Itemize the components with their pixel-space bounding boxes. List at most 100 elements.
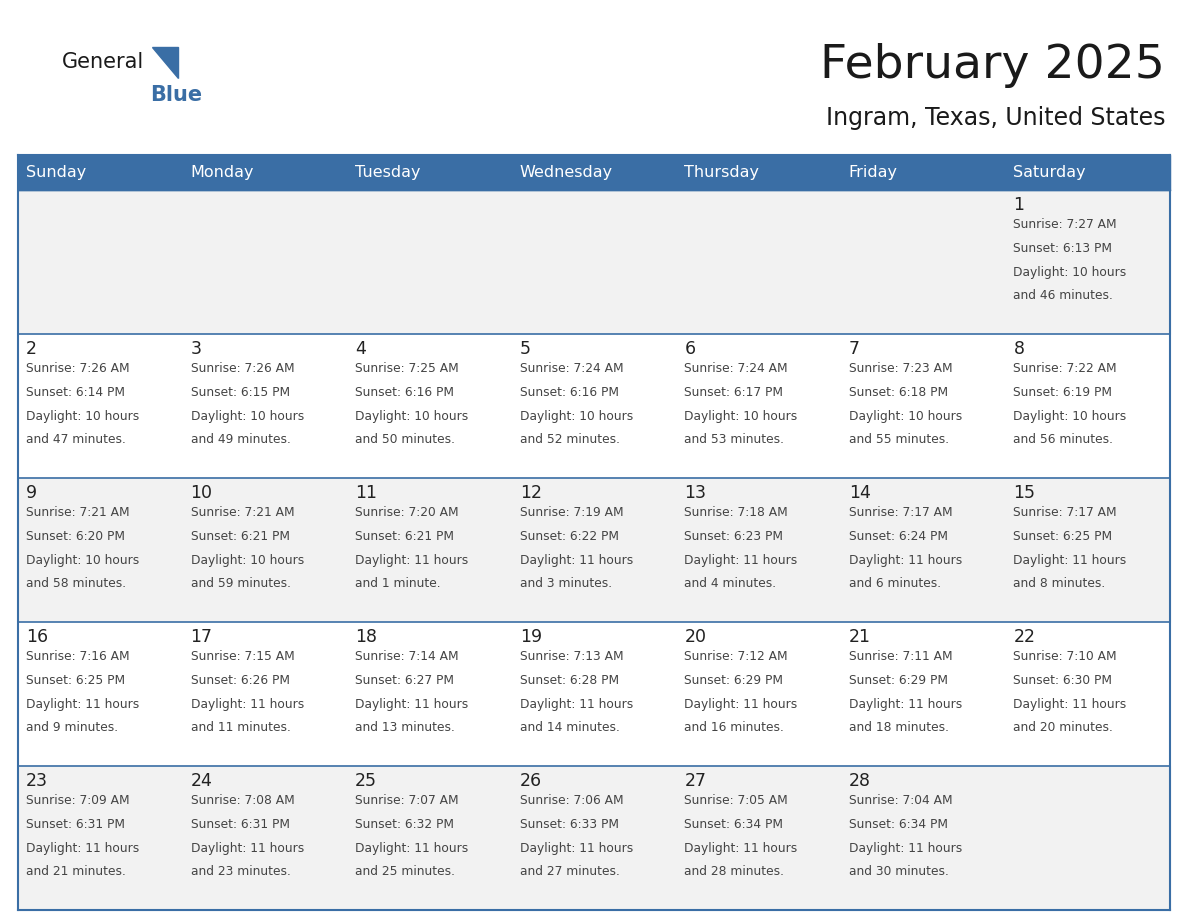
Text: Ingram, Texas, United States: Ingram, Texas, United States <box>826 106 1165 130</box>
Text: and 27 minutes.: and 27 minutes. <box>519 866 620 879</box>
Text: and 46 minutes.: and 46 minutes. <box>1013 289 1113 302</box>
Text: Daylight: 11 hours: Daylight: 11 hours <box>26 842 139 855</box>
Text: Sunrise: 7:27 AM: Sunrise: 7:27 AM <box>1013 218 1117 231</box>
Text: Daylight: 11 hours: Daylight: 11 hours <box>1013 554 1126 566</box>
Text: Sunset: 6:15 PM: Sunset: 6:15 PM <box>190 386 290 398</box>
Text: and 30 minutes.: and 30 minutes. <box>849 866 949 879</box>
Text: Daylight: 10 hours: Daylight: 10 hours <box>26 409 139 422</box>
Text: Daylight: 10 hours: Daylight: 10 hours <box>26 554 139 566</box>
Text: Sunset: 6:13 PM: Sunset: 6:13 PM <box>1013 241 1112 255</box>
Text: Sunrise: 7:23 AM: Sunrise: 7:23 AM <box>849 362 953 375</box>
Text: Blue: Blue <box>150 85 202 105</box>
Text: and 28 minutes.: and 28 minutes. <box>684 866 784 879</box>
Text: Sunrise: 7:24 AM: Sunrise: 7:24 AM <box>684 362 788 375</box>
Text: Daylight: 10 hours: Daylight: 10 hours <box>519 409 633 422</box>
Text: Sunset: 6:20 PM: Sunset: 6:20 PM <box>26 530 125 543</box>
Text: Daylight: 11 hours: Daylight: 11 hours <box>519 698 633 711</box>
Text: Daylight: 10 hours: Daylight: 10 hours <box>849 409 962 422</box>
Text: and 13 minutes.: and 13 minutes. <box>355 722 455 734</box>
Text: Daylight: 11 hours: Daylight: 11 hours <box>684 554 797 566</box>
Text: Sunrise: 7:14 AM: Sunrise: 7:14 AM <box>355 650 459 663</box>
Text: Sunrise: 7:04 AM: Sunrise: 7:04 AM <box>849 794 953 807</box>
Text: and 55 minutes.: and 55 minutes. <box>849 433 949 446</box>
Text: Daylight: 11 hours: Daylight: 11 hours <box>684 698 797 711</box>
Text: 19: 19 <box>519 628 542 646</box>
Text: 16: 16 <box>26 628 49 646</box>
Text: 4: 4 <box>355 340 366 358</box>
Text: 17: 17 <box>190 628 213 646</box>
Text: 25: 25 <box>355 772 377 790</box>
Text: and 20 minutes.: and 20 minutes. <box>1013 722 1113 734</box>
Text: Daylight: 10 hours: Daylight: 10 hours <box>684 409 797 422</box>
Text: Sunset: 6:25 PM: Sunset: 6:25 PM <box>1013 530 1112 543</box>
Text: Sunset: 6:21 PM: Sunset: 6:21 PM <box>190 530 290 543</box>
Text: and 8 minutes.: and 8 minutes. <box>1013 577 1106 590</box>
Text: Sunset: 6:30 PM: Sunset: 6:30 PM <box>1013 674 1112 687</box>
Text: Sunrise: 7:20 AM: Sunrise: 7:20 AM <box>355 506 459 519</box>
Text: Tuesday: Tuesday <box>355 165 421 180</box>
Text: and 4 minutes.: and 4 minutes. <box>684 577 777 590</box>
Text: Sunset: 6:25 PM: Sunset: 6:25 PM <box>26 674 125 687</box>
Text: Sunset: 6:29 PM: Sunset: 6:29 PM <box>684 674 783 687</box>
Text: Sunrise: 7:10 AM: Sunrise: 7:10 AM <box>1013 650 1117 663</box>
Text: Daylight: 11 hours: Daylight: 11 hours <box>190 698 304 711</box>
Text: and 9 minutes.: and 9 minutes. <box>26 722 118 734</box>
Text: 2: 2 <box>26 340 37 358</box>
Text: and 3 minutes.: and 3 minutes. <box>519 577 612 590</box>
Text: 11: 11 <box>355 484 377 502</box>
Text: Sunrise: 7:17 AM: Sunrise: 7:17 AM <box>849 506 953 519</box>
Text: 20: 20 <box>684 628 707 646</box>
Text: 14: 14 <box>849 484 871 502</box>
Text: Sunset: 6:33 PM: Sunset: 6:33 PM <box>519 818 619 831</box>
Text: Daylight: 11 hours: Daylight: 11 hours <box>684 842 797 855</box>
Bar <box>18 155 1170 190</box>
Text: 7: 7 <box>849 340 860 358</box>
Text: Sunset: 6:27 PM: Sunset: 6:27 PM <box>355 674 454 687</box>
Text: Daylight: 10 hours: Daylight: 10 hours <box>355 409 468 422</box>
Text: Daylight: 10 hours: Daylight: 10 hours <box>1013 409 1126 422</box>
Text: 27: 27 <box>684 772 707 790</box>
Text: Daylight: 11 hours: Daylight: 11 hours <box>190 842 304 855</box>
Text: Sunrise: 7:24 AM: Sunrise: 7:24 AM <box>519 362 624 375</box>
Text: Sunset: 6:17 PM: Sunset: 6:17 PM <box>684 386 783 398</box>
Text: and 58 minutes.: and 58 minutes. <box>26 577 126 590</box>
Text: Friday: Friday <box>849 165 898 180</box>
Text: Sunrise: 7:19 AM: Sunrise: 7:19 AM <box>519 506 624 519</box>
Text: Sunrise: 7:21 AM: Sunrise: 7:21 AM <box>190 506 295 519</box>
Text: Daylight: 11 hours: Daylight: 11 hours <box>355 842 468 855</box>
Text: Daylight: 10 hours: Daylight: 10 hours <box>190 409 304 422</box>
Text: Sunrise: 7:09 AM: Sunrise: 7:09 AM <box>26 794 129 807</box>
Text: Wednesday: Wednesday <box>519 165 613 180</box>
Text: Sunrise: 7:12 AM: Sunrise: 7:12 AM <box>684 650 788 663</box>
Bar <box>18 478 1170 622</box>
Text: and 23 minutes.: and 23 minutes. <box>190 866 290 879</box>
Bar <box>18 766 1170 910</box>
Text: Sunset: 6:16 PM: Sunset: 6:16 PM <box>519 386 619 398</box>
Text: Sunrise: 7:06 AM: Sunrise: 7:06 AM <box>519 794 624 807</box>
Text: Sunset: 6:14 PM: Sunset: 6:14 PM <box>26 386 125 398</box>
Text: General: General <box>62 52 144 72</box>
Bar <box>18 622 1170 766</box>
Text: 10: 10 <box>190 484 213 502</box>
Text: Sunset: 6:24 PM: Sunset: 6:24 PM <box>849 530 948 543</box>
Text: 23: 23 <box>26 772 48 790</box>
Text: Sunset: 6:29 PM: Sunset: 6:29 PM <box>849 674 948 687</box>
Text: Daylight: 11 hours: Daylight: 11 hours <box>1013 698 1126 711</box>
Text: Saturday: Saturday <box>1013 165 1086 180</box>
Bar <box>18 334 1170 478</box>
Text: and 56 minutes.: and 56 minutes. <box>1013 433 1113 446</box>
Text: Daylight: 11 hours: Daylight: 11 hours <box>519 842 633 855</box>
Text: Sunset: 6:31 PM: Sunset: 6:31 PM <box>26 818 125 831</box>
Text: and 52 minutes.: and 52 minutes. <box>519 433 620 446</box>
Text: and 11 minutes.: and 11 minutes. <box>190 722 290 734</box>
Text: Sunday: Sunday <box>26 165 87 180</box>
Text: 12: 12 <box>519 484 542 502</box>
Text: 22: 22 <box>1013 628 1036 646</box>
Text: Sunset: 6:32 PM: Sunset: 6:32 PM <box>355 818 454 831</box>
Text: and 47 minutes.: and 47 minutes. <box>26 433 126 446</box>
Text: Sunset: 6:18 PM: Sunset: 6:18 PM <box>849 386 948 398</box>
Text: 24: 24 <box>190 772 213 790</box>
Text: Sunrise: 7:13 AM: Sunrise: 7:13 AM <box>519 650 624 663</box>
Text: and 1 minute.: and 1 minute. <box>355 577 441 590</box>
Text: Sunset: 6:26 PM: Sunset: 6:26 PM <box>190 674 290 687</box>
